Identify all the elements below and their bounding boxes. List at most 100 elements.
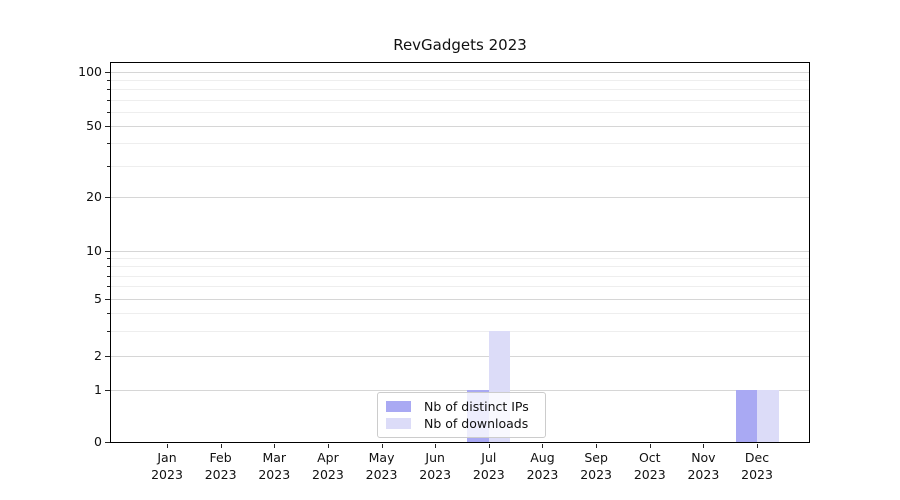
- x-tick-month: Oct: [638, 450, 661, 465]
- y-tick-label: 2: [94, 347, 102, 363]
- y-minor-tick-mark: [107, 275, 110, 277]
- y-minor-tick-mark: [107, 258, 110, 260]
- major-gridline: [111, 126, 809, 127]
- x-tick-year: 2023: [204, 467, 237, 482]
- minor-gridline: [111, 258, 809, 260]
- y-tick-mark: [105, 442, 110, 443]
- minor-gridline: [111, 266, 809, 268]
- x-tick-month: Jan: [157, 450, 177, 465]
- x-tick-label: Feb 2023: [193, 449, 249, 483]
- x-tick-month: Mar: [262, 450, 287, 465]
- minor-gridline: [111, 99, 809, 101]
- y-tick-label: 10: [86, 242, 102, 258]
- x-tick-mark: [435, 444, 437, 448]
- x-tick-mark: [649, 444, 651, 448]
- major-gridline: [111, 71, 809, 73]
- x-tick-month: Sep: [584, 450, 608, 465]
- major-gridline: [111, 251, 809, 252]
- y-tick-label: 1: [94, 381, 102, 397]
- x-tick-year: 2023: [472, 467, 505, 482]
- x-tick-mark: [542, 444, 544, 448]
- y-minor-tick-mark: [107, 79, 110, 81]
- x-tick-mark: [596, 444, 598, 448]
- minor-gridline: [111, 165, 809, 167]
- x-tick-month: Jul: [481, 450, 497, 465]
- bar-downloads: [757, 390, 779, 442]
- minor-gridline: [111, 330, 809, 332]
- y-tick-mark: [105, 251, 110, 252]
- major-gridline: [111, 299, 809, 300]
- y-tick-mark: [105, 197, 110, 198]
- x-tick-month: Feb: [209, 450, 232, 465]
- y-tick-mark: [105, 71, 110, 73]
- x-tick-label: Dec 2023: [729, 449, 785, 483]
- x-tick-label: Jun 2023: [407, 449, 463, 483]
- x-tick-year: 2023: [741, 467, 773, 482]
- y-tick-mark: [105, 390, 110, 391]
- minor-gridline: [111, 111, 809, 113]
- y-tick-label: 100: [78, 63, 102, 79]
- x-tick-label: May 2023: [354, 449, 410, 483]
- major-gridline: [111, 197, 809, 198]
- minor-gridline: [111, 143, 809, 145]
- y-tick-mark: [105, 126, 110, 127]
- minor-gridline: [111, 286, 809, 288]
- minor-gridline: [111, 275, 809, 277]
- minor-gridline: [111, 312, 809, 314]
- x-tick-mark: [274, 444, 276, 448]
- bar-distinct-ips: [735, 390, 758, 442]
- legend-label-distinct-ips: Nb of distinct IPs: [424, 398, 529, 414]
- x-tick-mark: [488, 444, 490, 448]
- y-tick-label: 50: [86, 117, 102, 133]
- x-tick-year: 2023: [151, 467, 183, 482]
- x-tick-month: Jun: [425, 450, 445, 465]
- minor-gridline: [111, 79, 809, 81]
- x-tick-label: Sep 2023: [568, 449, 624, 483]
- x-tick-year: 2023: [312, 467, 344, 482]
- x-tick-label: Aug 2023: [514, 449, 570, 483]
- y-minor-tick-mark: [107, 99, 110, 101]
- y-tick-mark: [105, 356, 110, 357]
- x-tick-label: Jan 2023: [139, 449, 195, 483]
- y-minor-tick-mark: [107, 143, 110, 145]
- x-tick-mark: [327, 444, 329, 448]
- legend-swatch-distinct-ips: [386, 400, 411, 412]
- legend-swatch-downloads: [386, 418, 411, 430]
- y-minor-tick-mark: [107, 266, 110, 268]
- y-minor-tick-mark: [107, 165, 110, 167]
- x-tick-mark: [381, 444, 383, 448]
- x-tick-label: Jul 2023: [461, 449, 517, 483]
- y-minor-tick-mark: [107, 89, 110, 91]
- x-tick-year: 2023: [526, 467, 559, 482]
- x-tick-label: Oct 2023: [622, 449, 678, 483]
- major-gridline: [111, 356, 809, 357]
- x-tick-mark: [167, 444, 168, 448]
- y-tick-label: 5: [94, 290, 102, 306]
- legend-row-distinct-ips: Nb of distinct IPs: [386, 399, 537, 414]
- x-tick-label: Apr 2023: [300, 449, 356, 483]
- y-tick-mark: [105, 299, 110, 300]
- x-tick-mark: [757, 444, 759, 448]
- x-tick-mark: [703, 444, 705, 448]
- x-tick-month: May: [368, 450, 395, 465]
- y-minor-tick-mark: [107, 286, 110, 288]
- legend-row-downloads: Nb of downloads: [386, 416, 537, 431]
- x-tick-month: Apr: [317, 450, 339, 465]
- x-tick-month: Aug: [530, 450, 555, 465]
- x-tick-year: 2023: [365, 467, 398, 482]
- legend: Nb of distinct IPs Nb of downloads: [377, 392, 546, 438]
- x-tick-label: Nov 2023: [675, 449, 731, 483]
- y-minor-tick-mark: [107, 330, 110, 332]
- y-minor-tick-mark: [107, 111, 110, 113]
- x-tick-year: 2023: [687, 467, 720, 482]
- y-tick-label: 20: [86, 188, 102, 204]
- y-minor-tick-mark: [107, 312, 110, 314]
- x-tick-mark: [220, 444, 222, 448]
- x-tick-year: 2023: [258, 467, 291, 482]
- x-tick-month: Nov: [691, 450, 716, 465]
- y-tick-label: 0: [94, 433, 102, 449]
- plot-area: [110, 62, 810, 443]
- x-tick-label: Mar 2023: [246, 449, 302, 483]
- legend-label-downloads: Nb of downloads: [424, 416, 529, 432]
